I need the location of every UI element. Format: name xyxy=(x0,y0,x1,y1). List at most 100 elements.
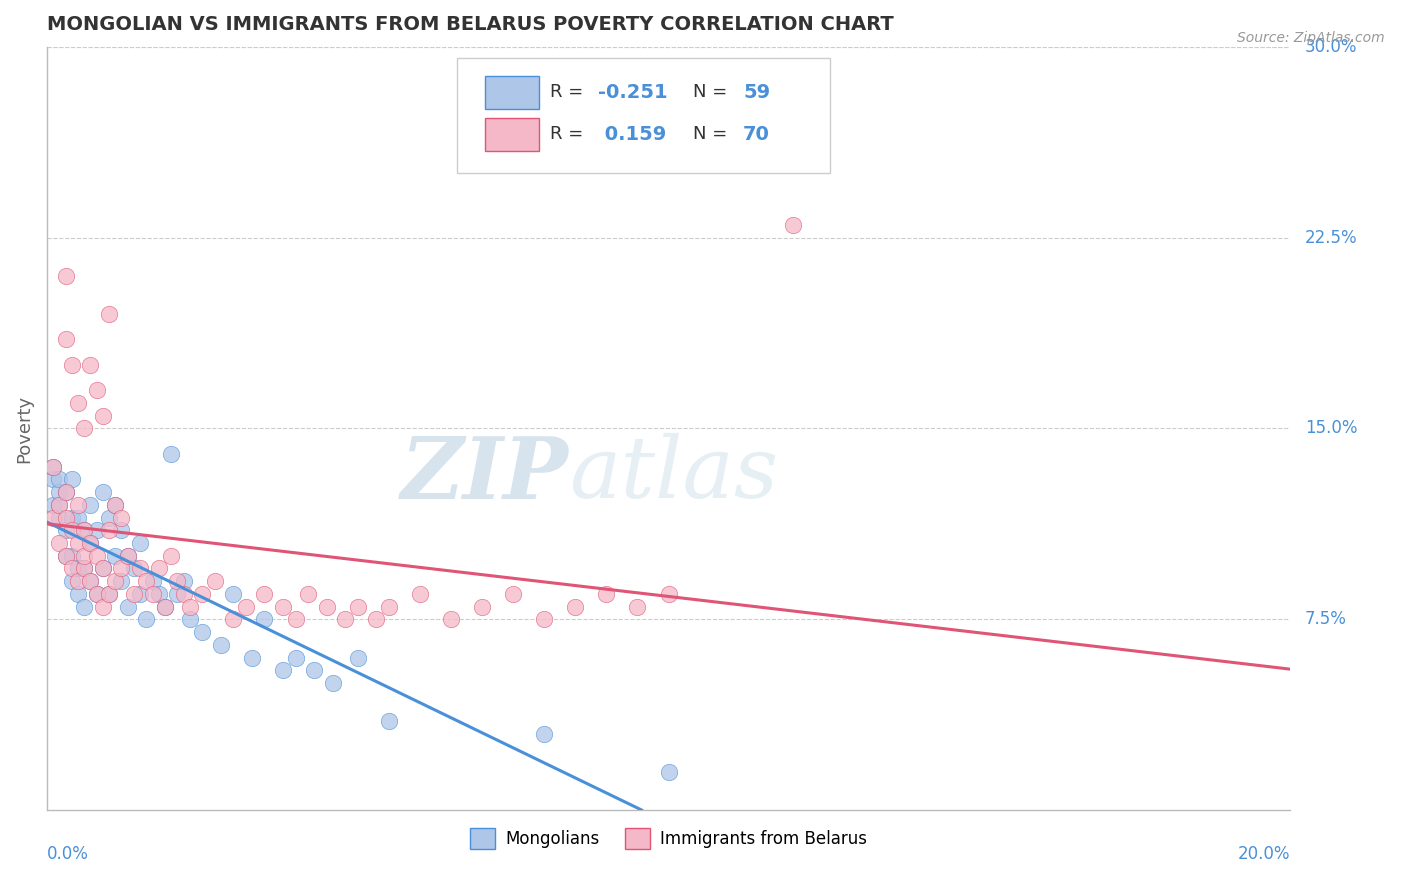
Point xyxy=(160,549,183,563)
Point xyxy=(153,599,176,614)
Point xyxy=(55,332,77,346)
Point xyxy=(502,587,524,601)
Point xyxy=(595,587,617,601)
Point xyxy=(657,765,679,780)
Point xyxy=(60,358,83,372)
Point xyxy=(98,587,121,601)
Text: 7.5%: 7.5% xyxy=(1305,610,1347,628)
FancyBboxPatch shape xyxy=(485,76,540,110)
Point xyxy=(104,498,127,512)
Point xyxy=(148,587,170,601)
Point xyxy=(346,599,368,614)
Point xyxy=(98,307,121,321)
Point xyxy=(55,485,77,500)
Point xyxy=(271,663,294,677)
Text: N =: N = xyxy=(693,84,734,102)
Point xyxy=(322,676,344,690)
Point xyxy=(173,587,195,601)
Point xyxy=(110,574,132,589)
Point xyxy=(86,587,108,601)
Point xyxy=(55,549,77,563)
Point xyxy=(60,472,83,486)
Point xyxy=(55,523,77,537)
Point xyxy=(66,574,89,589)
Point xyxy=(657,587,679,601)
FancyBboxPatch shape xyxy=(485,118,540,152)
Point xyxy=(79,536,101,550)
Point xyxy=(86,587,108,601)
Point xyxy=(315,599,337,614)
Point xyxy=(60,574,83,589)
Point xyxy=(98,523,121,537)
Point xyxy=(284,650,307,665)
Point xyxy=(60,549,83,563)
Text: MONGOLIAN VS IMMIGRANTS FROM BELARUS POVERTY CORRELATION CHART: MONGOLIAN VS IMMIGRANTS FROM BELARUS POV… xyxy=(46,15,894,34)
Legend: Mongolians, Immigrants from Belarus: Mongolians, Immigrants from Belarus xyxy=(464,822,873,855)
Point xyxy=(129,561,152,575)
Point xyxy=(55,549,77,563)
Point xyxy=(73,561,96,575)
Point xyxy=(66,587,89,601)
Point xyxy=(471,599,494,614)
Point xyxy=(48,510,70,524)
Point xyxy=(73,549,96,563)
Point xyxy=(297,587,319,601)
Point xyxy=(42,459,65,474)
Point xyxy=(91,599,114,614)
Point xyxy=(564,599,586,614)
Point xyxy=(129,587,152,601)
Point xyxy=(222,587,245,601)
Text: R =: R = xyxy=(550,126,589,144)
Point xyxy=(48,498,70,512)
Point xyxy=(142,587,165,601)
Point xyxy=(378,599,401,614)
Point xyxy=(153,599,176,614)
Point xyxy=(66,498,89,512)
Point xyxy=(42,498,65,512)
Text: 22.5%: 22.5% xyxy=(1305,228,1358,246)
Point xyxy=(440,612,463,626)
Point xyxy=(366,612,388,626)
Point xyxy=(98,587,121,601)
Point xyxy=(73,421,96,435)
Point xyxy=(73,523,96,537)
Text: 70: 70 xyxy=(744,125,770,144)
Point xyxy=(533,727,555,741)
Point xyxy=(79,358,101,372)
Text: Source: ZipAtlas.com: Source: ZipAtlas.com xyxy=(1237,31,1385,45)
Text: 20.0%: 20.0% xyxy=(1237,845,1291,863)
Point xyxy=(42,459,65,474)
Point xyxy=(86,523,108,537)
Point xyxy=(110,523,132,537)
Point xyxy=(346,650,368,665)
Point xyxy=(60,510,83,524)
Point xyxy=(110,561,132,575)
Point xyxy=(191,587,214,601)
Point xyxy=(110,510,132,524)
Point xyxy=(378,714,401,728)
Point xyxy=(73,599,96,614)
Point xyxy=(222,612,245,626)
Point xyxy=(42,472,65,486)
Point xyxy=(160,447,183,461)
Point xyxy=(86,384,108,398)
Point xyxy=(235,599,257,614)
Point xyxy=(253,587,276,601)
Text: N =: N = xyxy=(693,126,734,144)
Point xyxy=(60,561,83,575)
Point xyxy=(204,574,226,589)
Text: 15.0%: 15.0% xyxy=(1305,419,1358,437)
Point xyxy=(148,561,170,575)
Point xyxy=(179,599,201,614)
Point xyxy=(91,561,114,575)
Text: 59: 59 xyxy=(744,83,770,102)
Point xyxy=(166,587,188,601)
Point xyxy=(409,587,432,601)
Point xyxy=(66,561,89,575)
FancyBboxPatch shape xyxy=(457,58,830,173)
Point xyxy=(42,510,65,524)
Point xyxy=(626,599,648,614)
Point xyxy=(302,663,325,677)
Point xyxy=(173,574,195,589)
Point xyxy=(91,561,114,575)
